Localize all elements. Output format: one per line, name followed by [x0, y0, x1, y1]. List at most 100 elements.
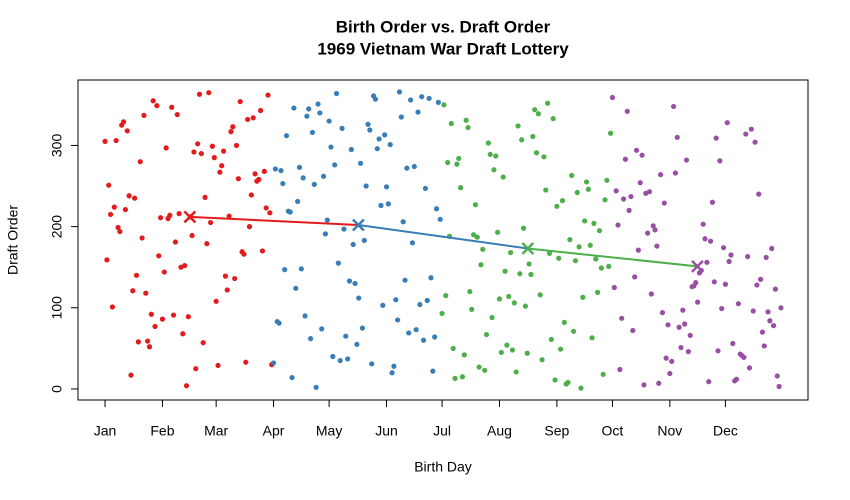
point: [235, 176, 241, 182]
point: [678, 344, 684, 351]
point: [759, 329, 766, 335]
point: [169, 104, 175, 110]
point: [457, 185, 464, 191]
point: [304, 113, 310, 119]
point: [652, 227, 658, 233]
point: [324, 217, 330, 223]
point: [580, 294, 586, 300]
point: [159, 316, 166, 322]
point: [385, 201, 391, 207]
point: [107, 211, 114, 218]
point: [369, 361, 375, 367]
point: [389, 370, 395, 376]
x-tick-label: Apr: [263, 423, 285, 439]
point: [561, 319, 567, 325]
point: [452, 375, 458, 382]
point: [613, 188, 619, 194]
point: [267, 210, 273, 216]
point: [217, 169, 223, 175]
point: [743, 131, 749, 137]
point: [356, 295, 362, 301]
point: [702, 236, 708, 242]
point: [393, 297, 399, 303]
point: [546, 250, 553, 256]
x-tick-label: Jun: [375, 423, 398, 439]
point: [491, 167, 497, 173]
point: [106, 182, 112, 188]
point: [593, 256, 599, 262]
point: [382, 132, 388, 138]
y-tick-label: 100: [49, 296, 65, 320]
point: [145, 338, 151, 344]
point: [256, 176, 262, 183]
point: [706, 379, 712, 385]
point: [348, 146, 354, 153]
x-tick-label: Mar: [204, 423, 228, 439]
point: [224, 287, 230, 293]
point: [552, 377, 558, 383]
point: [143, 290, 149, 296]
mean-marker: [183, 210, 197, 224]
point: [430, 368, 436, 374]
point: [270, 360, 277, 366]
point: [669, 358, 675, 364]
mean-trend-segment: [358, 223, 528, 250]
point: [228, 129, 234, 135]
point: [252, 171, 258, 177]
point: [672, 170, 679, 176]
point: [407, 97, 414, 103]
point: [587, 242, 593, 248]
point: [778, 305, 784, 311]
point: [206, 90, 212, 96]
point: [163, 145, 169, 151]
point: [719, 305, 725, 312]
point: [776, 383, 782, 390]
point: [665, 322, 671, 328]
point: [170, 312, 177, 318]
point: [182, 262, 188, 269]
point: [757, 276, 764, 282]
point: [146, 344, 153, 350]
point: [667, 370, 673, 377]
point: [313, 384, 319, 390]
point: [633, 147, 640, 153]
point: [307, 336, 314, 342]
point: [646, 189, 653, 195]
point: [543, 187, 549, 193]
point: [357, 160, 364, 166]
point: [589, 335, 595, 341]
point: [339, 125, 345, 131]
point: [172, 239, 179, 245]
point: [478, 262, 484, 268]
point: [363, 183, 369, 189]
point: [648, 291, 654, 297]
point: [524, 350, 530, 356]
point: [441, 102, 447, 108]
point: [445, 159, 451, 166]
point: [717, 158, 723, 164]
point: [513, 369, 519, 375]
point: [645, 230, 651, 236]
point: [728, 252, 734, 258]
point: [700, 221, 706, 227]
y-tick-label: 200: [49, 215, 65, 239]
point: [639, 152, 645, 158]
point: [435, 99, 441, 106]
point: [400, 219, 406, 225]
mean-marker: [691, 259, 704, 273]
point: [415, 109, 421, 115]
point: [193, 366, 199, 372]
point: [741, 354, 747, 360]
point: [341, 226, 347, 232]
point: [115, 224, 121, 231]
point: [474, 234, 480, 240]
point: [470, 232, 477, 238]
point: [520, 225, 527, 231]
point: [461, 352, 467, 358]
point: [720, 245, 727, 251]
point: [695, 299, 701, 305]
point: [320, 173, 327, 179]
point: [387, 142, 393, 148]
x-axis-label: Birth Day: [414, 459, 472, 475]
point: [709, 199, 716, 205]
